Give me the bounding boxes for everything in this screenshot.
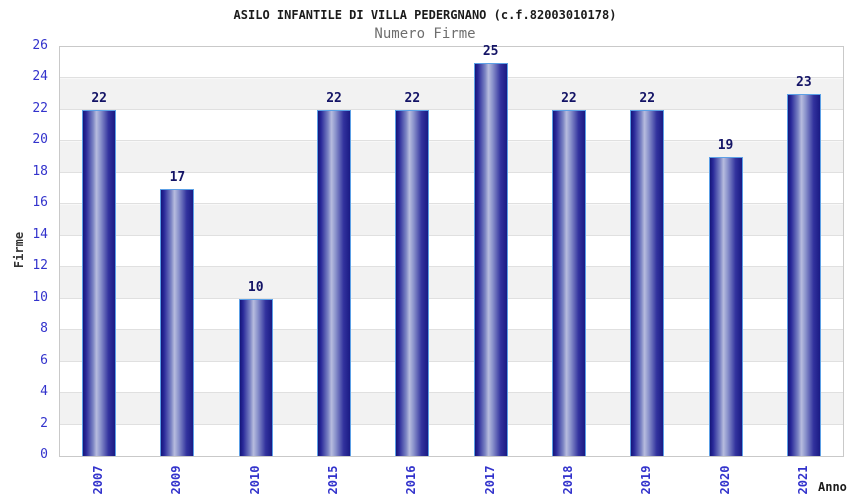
- bar-2016: [395, 109, 430, 456]
- gridline-y-8: [60, 329, 843, 331]
- bar-2021: [786, 94, 821, 456]
- y-tick-0: 0: [40, 447, 48, 462]
- plot-area: 22 17 10 22 22 25 22 22 19 23: [59, 43, 844, 457]
- y-tick-6: 6: [40, 352, 48, 368]
- gridline-y-18: [60, 171, 843, 173]
- bar-2015: [317, 109, 352, 456]
- gridline-y-24: [60, 77, 843, 79]
- gridline-y-4: [60, 392, 843, 394]
- bar-2007: [82, 109, 117, 456]
- x-tick-2017: 2017: [482, 465, 497, 495]
- bar-value-2009: 17: [169, 169, 186, 185]
- bar-2020: [708, 157, 743, 456]
- x-tick-2009: 2009: [169, 465, 184, 495]
- x-tick-2007: 2007: [91, 465, 106, 495]
- gridline-y-12: [60, 266, 843, 268]
- gridline-y-14: [60, 234, 843, 236]
- gridline-y-10: [60, 297, 843, 299]
- x-tick-2019: 2019: [639, 465, 654, 495]
- bar-2009: [160, 188, 195, 456]
- bar-value-2015: 22: [326, 90, 342, 106]
- y-tick-10: 10: [32, 289, 48, 305]
- y-tick-14: 14: [32, 226, 48, 242]
- bar-2010: [238, 298, 273, 456]
- gridline-y-16: [60, 203, 843, 205]
- y-tick-2: 2: [40, 415, 48, 431]
- bar-value-2010: 10: [247, 279, 264, 295]
- gridline-y-20: [60, 140, 843, 142]
- bar-value-2018: 22: [561, 90, 577, 106]
- bar-2019: [630, 109, 665, 456]
- y-tick-8: 8: [40, 321, 48, 337]
- gridline-y-22: [60, 108, 843, 110]
- x-tick-2016: 2016: [404, 465, 419, 495]
- gridline-y-6: [60, 360, 843, 362]
- bar-2017: [473, 62, 508, 456]
- x-tick-2010: 2010: [247, 465, 262, 495]
- bar-value-2016: 22: [404, 90, 421, 106]
- y-tick-24: 24: [32, 69, 48, 85]
- bar-value-2020: 19: [717, 138, 734, 154]
- y-tick-4: 4: [40, 384, 48, 400]
- x-tick-2015: 2015: [326, 465, 341, 495]
- bar-2018: [551, 109, 586, 456]
- x-axis-label: Anno: [818, 480, 847, 494]
- x-tick-2020: 2020: [717, 465, 732, 495]
- y-tick-26: 26: [32, 38, 48, 53]
- gridline-y-2: [60, 423, 843, 425]
- chart-title: ASILO INFANTILE DI VILLA PEDERGNANO (c.f…: [233, 8, 617, 22]
- bar-value-2021: 23: [796, 75, 812, 91]
- chart-subtitle: Numero Firme: [374, 26, 476, 42]
- y-tick-16: 16: [32, 195, 48, 211]
- y-tick-22: 22: [32, 100, 48, 116]
- y-tick-12: 12: [32, 258, 48, 274]
- bar-value-2017: 25: [482, 43, 499, 59]
- x-tick-2018: 2018: [560, 465, 575, 495]
- bar-value-2007: 22: [91, 90, 107, 106]
- y-tick-18: 18: [32, 163, 48, 179]
- bar-value-2019: 22: [639, 90, 656, 106]
- x-tick-2021: 2021: [795, 465, 810, 495]
- y-tick-20: 20: [32, 132, 48, 148]
